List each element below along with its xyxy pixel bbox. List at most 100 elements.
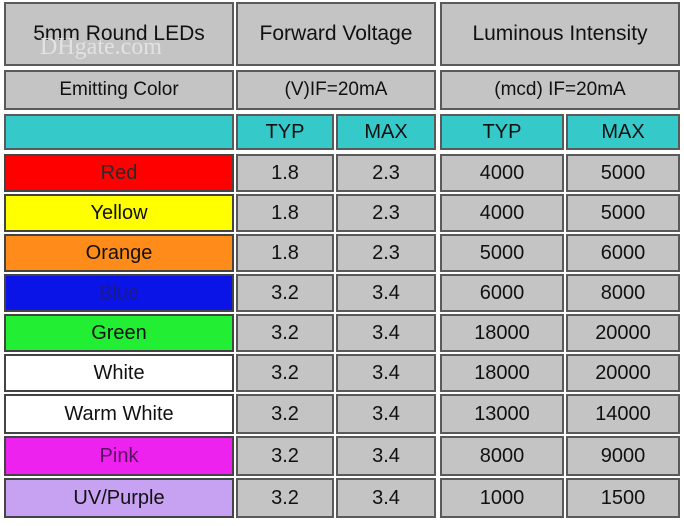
max-intensity-cell: 8000 xyxy=(566,274,680,312)
max-intensity-cell: 5000 xyxy=(566,154,680,192)
max-intensity-value: 1500 xyxy=(600,486,646,509)
typ-intensity-cell: 4000 xyxy=(440,194,564,232)
typ-intensity-cell: 4000 xyxy=(440,154,564,192)
color-name: Yellow xyxy=(90,201,148,224)
max-intensity-value: 14000 xyxy=(595,402,651,425)
max-voltage-cell: 3.4 xyxy=(336,478,436,518)
typ-intensity-header-text: TYP xyxy=(482,120,522,143)
forward-voltage-header: Forward Voltage xyxy=(236,2,436,66)
table-title: 5mm Round LEDs xyxy=(4,2,234,66)
typ-intensity-cell: 6000 xyxy=(440,274,564,312)
color-swatch-red: Red xyxy=(4,154,234,192)
color-swatch-green: Green xyxy=(4,314,234,352)
typ-intensity-value: 4000 xyxy=(479,201,525,224)
max-intensity-value: 6000 xyxy=(600,241,646,264)
max-intensity-value: 20000 xyxy=(595,321,651,344)
max-intensity-cell: 5000 xyxy=(566,194,680,232)
max-voltage-cell: 3.4 xyxy=(336,274,436,312)
luminous-intensity-header-text: Luminous Intensity xyxy=(472,22,648,45)
max-intensity-cell: 1500 xyxy=(566,478,680,518)
intensity-unit-header-text: (mcd) IF=20mA xyxy=(494,79,626,100)
typ-intensity-cell: 1000 xyxy=(440,478,564,518)
max-voltage-cell: 3.4 xyxy=(336,436,436,476)
emitting-color-header: Emitting Color xyxy=(4,70,234,110)
color-swatch-pink: Pink xyxy=(4,436,234,476)
max-voltage-value: 2.3 xyxy=(372,241,400,264)
typ-intensity-value: 18000 xyxy=(474,361,530,384)
color-swatch-warm-white: Warm White xyxy=(4,394,234,434)
typ-intensity-cell: 8000 xyxy=(440,436,564,476)
max-voltage-value: 3.4 xyxy=(372,444,400,467)
max-intensity-cell: 6000 xyxy=(566,234,680,272)
max-intensity-cell: 20000 xyxy=(566,354,680,392)
typ-voltage-cell: 3.2 xyxy=(236,394,334,434)
typ-intensity-value: 4000 xyxy=(479,161,525,184)
color-name: Orange xyxy=(85,241,153,264)
color-swatch-blue: Blue xyxy=(4,274,234,312)
typ-voltage-header: TYP xyxy=(236,114,334,150)
max-intensity-cell: 14000 xyxy=(566,394,680,434)
typ-voltage-value: 3.2 xyxy=(271,281,299,304)
table-title-text: 5mm Round LEDs xyxy=(33,22,205,45)
typ-voltage-value: 3.2 xyxy=(271,402,299,425)
color-swatch-white: White xyxy=(4,354,234,392)
typ-voltage-cell: 3.2 xyxy=(236,314,334,352)
luminous-intensity-header: Luminous Intensity xyxy=(440,2,680,66)
typ-intensity-value: 13000 xyxy=(474,402,530,425)
max-voltage-cell: 2.3 xyxy=(336,194,436,232)
typ-voltage-cell: 1.8 xyxy=(236,234,334,272)
typ-intensity-cell: 18000 xyxy=(440,354,564,392)
max-voltage-value: 3.4 xyxy=(372,281,400,304)
color-name: Warm White xyxy=(64,402,174,425)
max-intensity-header-text: MAX xyxy=(601,120,645,143)
max-voltage-value: 3.4 xyxy=(372,486,400,509)
color-name: White xyxy=(93,361,145,384)
typ-voltage-cell: 3.2 xyxy=(236,354,334,392)
max-voltage-cell: 2.3 xyxy=(336,154,436,192)
color-name: Pink xyxy=(99,444,139,467)
max-voltage-cell: 3.4 xyxy=(336,394,436,434)
color-name: Blue xyxy=(98,281,140,304)
typ-voltage-cell: 3.2 xyxy=(236,436,334,476)
color-swatch-yellow: Yellow xyxy=(4,194,234,232)
typ-voltage-value: 1.8 xyxy=(271,201,299,224)
typ-voltage-value: 3.2 xyxy=(271,444,299,467)
max-intensity-cell: 9000 xyxy=(566,436,680,476)
color-name: Green xyxy=(91,321,147,344)
typ-intensity-cell: 18000 xyxy=(440,314,564,352)
max-voltage-value: 2.3 xyxy=(372,161,400,184)
color-column-blank xyxy=(4,114,234,150)
typ-voltage-cell: 1.8 xyxy=(236,154,334,192)
max-intensity-value: 5000 xyxy=(600,161,646,184)
max-voltage-header: MAX xyxy=(336,114,436,150)
forward-voltage-header-text: Forward Voltage xyxy=(259,22,413,45)
typ-voltage-value: 1.8 xyxy=(271,161,299,184)
intensity-unit-header: (mcd) IF=20mA xyxy=(440,70,680,110)
typ-intensity-header: TYP xyxy=(440,114,564,150)
typ-intensity-value: 5000 xyxy=(479,241,525,264)
typ-intensity-value: 8000 xyxy=(479,444,525,467)
typ-voltage-value: 3.2 xyxy=(271,486,299,509)
typ-intensity-value: 18000 xyxy=(474,321,530,344)
typ-intensity-value: 1000 xyxy=(479,486,525,509)
emitting-color-header-text: Emitting Color xyxy=(59,79,179,100)
max-intensity-value: 20000 xyxy=(595,361,651,384)
typ-intensity-value: 6000 xyxy=(479,281,525,304)
max-voltage-value: 3.4 xyxy=(372,321,400,344)
typ-voltage-value: 3.2 xyxy=(271,361,299,384)
typ-voltage-cell: 3.2 xyxy=(236,274,334,312)
typ-intensity-cell: 5000 xyxy=(440,234,564,272)
max-voltage-value: 3.4 xyxy=(372,361,400,384)
typ-voltage-cell: 3.2 xyxy=(236,478,334,518)
max-voltage-cell: 2.3 xyxy=(336,234,436,272)
max-voltage-value: 3.4 xyxy=(372,402,400,425)
typ-voltage-header-text: TYP xyxy=(265,120,305,143)
max-voltage-header-text: MAX xyxy=(364,120,408,143)
max-voltage-cell: 3.4 xyxy=(336,314,436,352)
max-intensity-value: 9000 xyxy=(600,444,646,467)
voltage-unit-header: (V)IF=20mA xyxy=(236,70,436,110)
max-intensity-header: MAX xyxy=(566,114,680,150)
typ-voltage-value: 1.8 xyxy=(271,241,299,264)
typ-intensity-cell: 13000 xyxy=(440,394,564,434)
